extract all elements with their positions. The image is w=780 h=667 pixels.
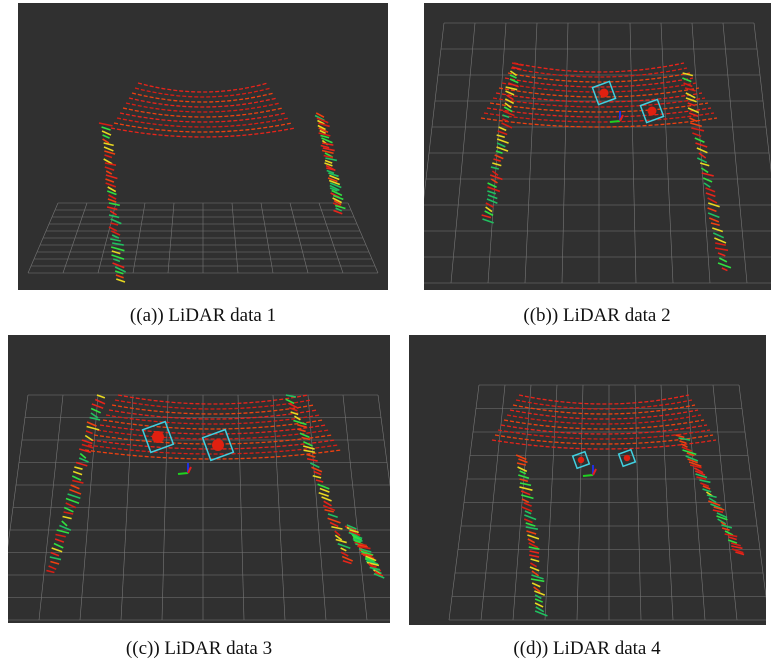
object-points bbox=[578, 457, 585, 464]
lidar-panel bbox=[424, 3, 771, 290]
axis-marker bbox=[583, 475, 593, 476]
subfigure-caption: ((b)) LiDAR data 2 bbox=[523, 305, 670, 327]
object-points bbox=[624, 455, 631, 462]
subfigure-caption: ((c)) LiDAR data 3 bbox=[126, 638, 272, 660]
panel-background bbox=[409, 335, 766, 625]
subfigure-caption: ((a)) LiDAR data 1 bbox=[130, 305, 276, 327]
object-points bbox=[152, 431, 164, 443]
panel-background bbox=[424, 3, 771, 290]
panel-background bbox=[8, 335, 390, 623]
subfigure-caption: ((d)) LiDAR data 4 bbox=[513, 638, 660, 660]
figure-page: ((a)) LiDAR data 1 ((b)) LiDAR data 2 ((… bbox=[0, 0, 780, 667]
object-points bbox=[212, 439, 224, 451]
object-points bbox=[648, 107, 657, 116]
object-points bbox=[600, 89, 609, 98]
lidar-panel bbox=[409, 335, 766, 625]
lidar-panel bbox=[18, 3, 388, 290]
axis-marker bbox=[178, 473, 188, 474]
lidar-panel bbox=[8, 335, 390, 623]
axis-marker bbox=[610, 121, 620, 122]
